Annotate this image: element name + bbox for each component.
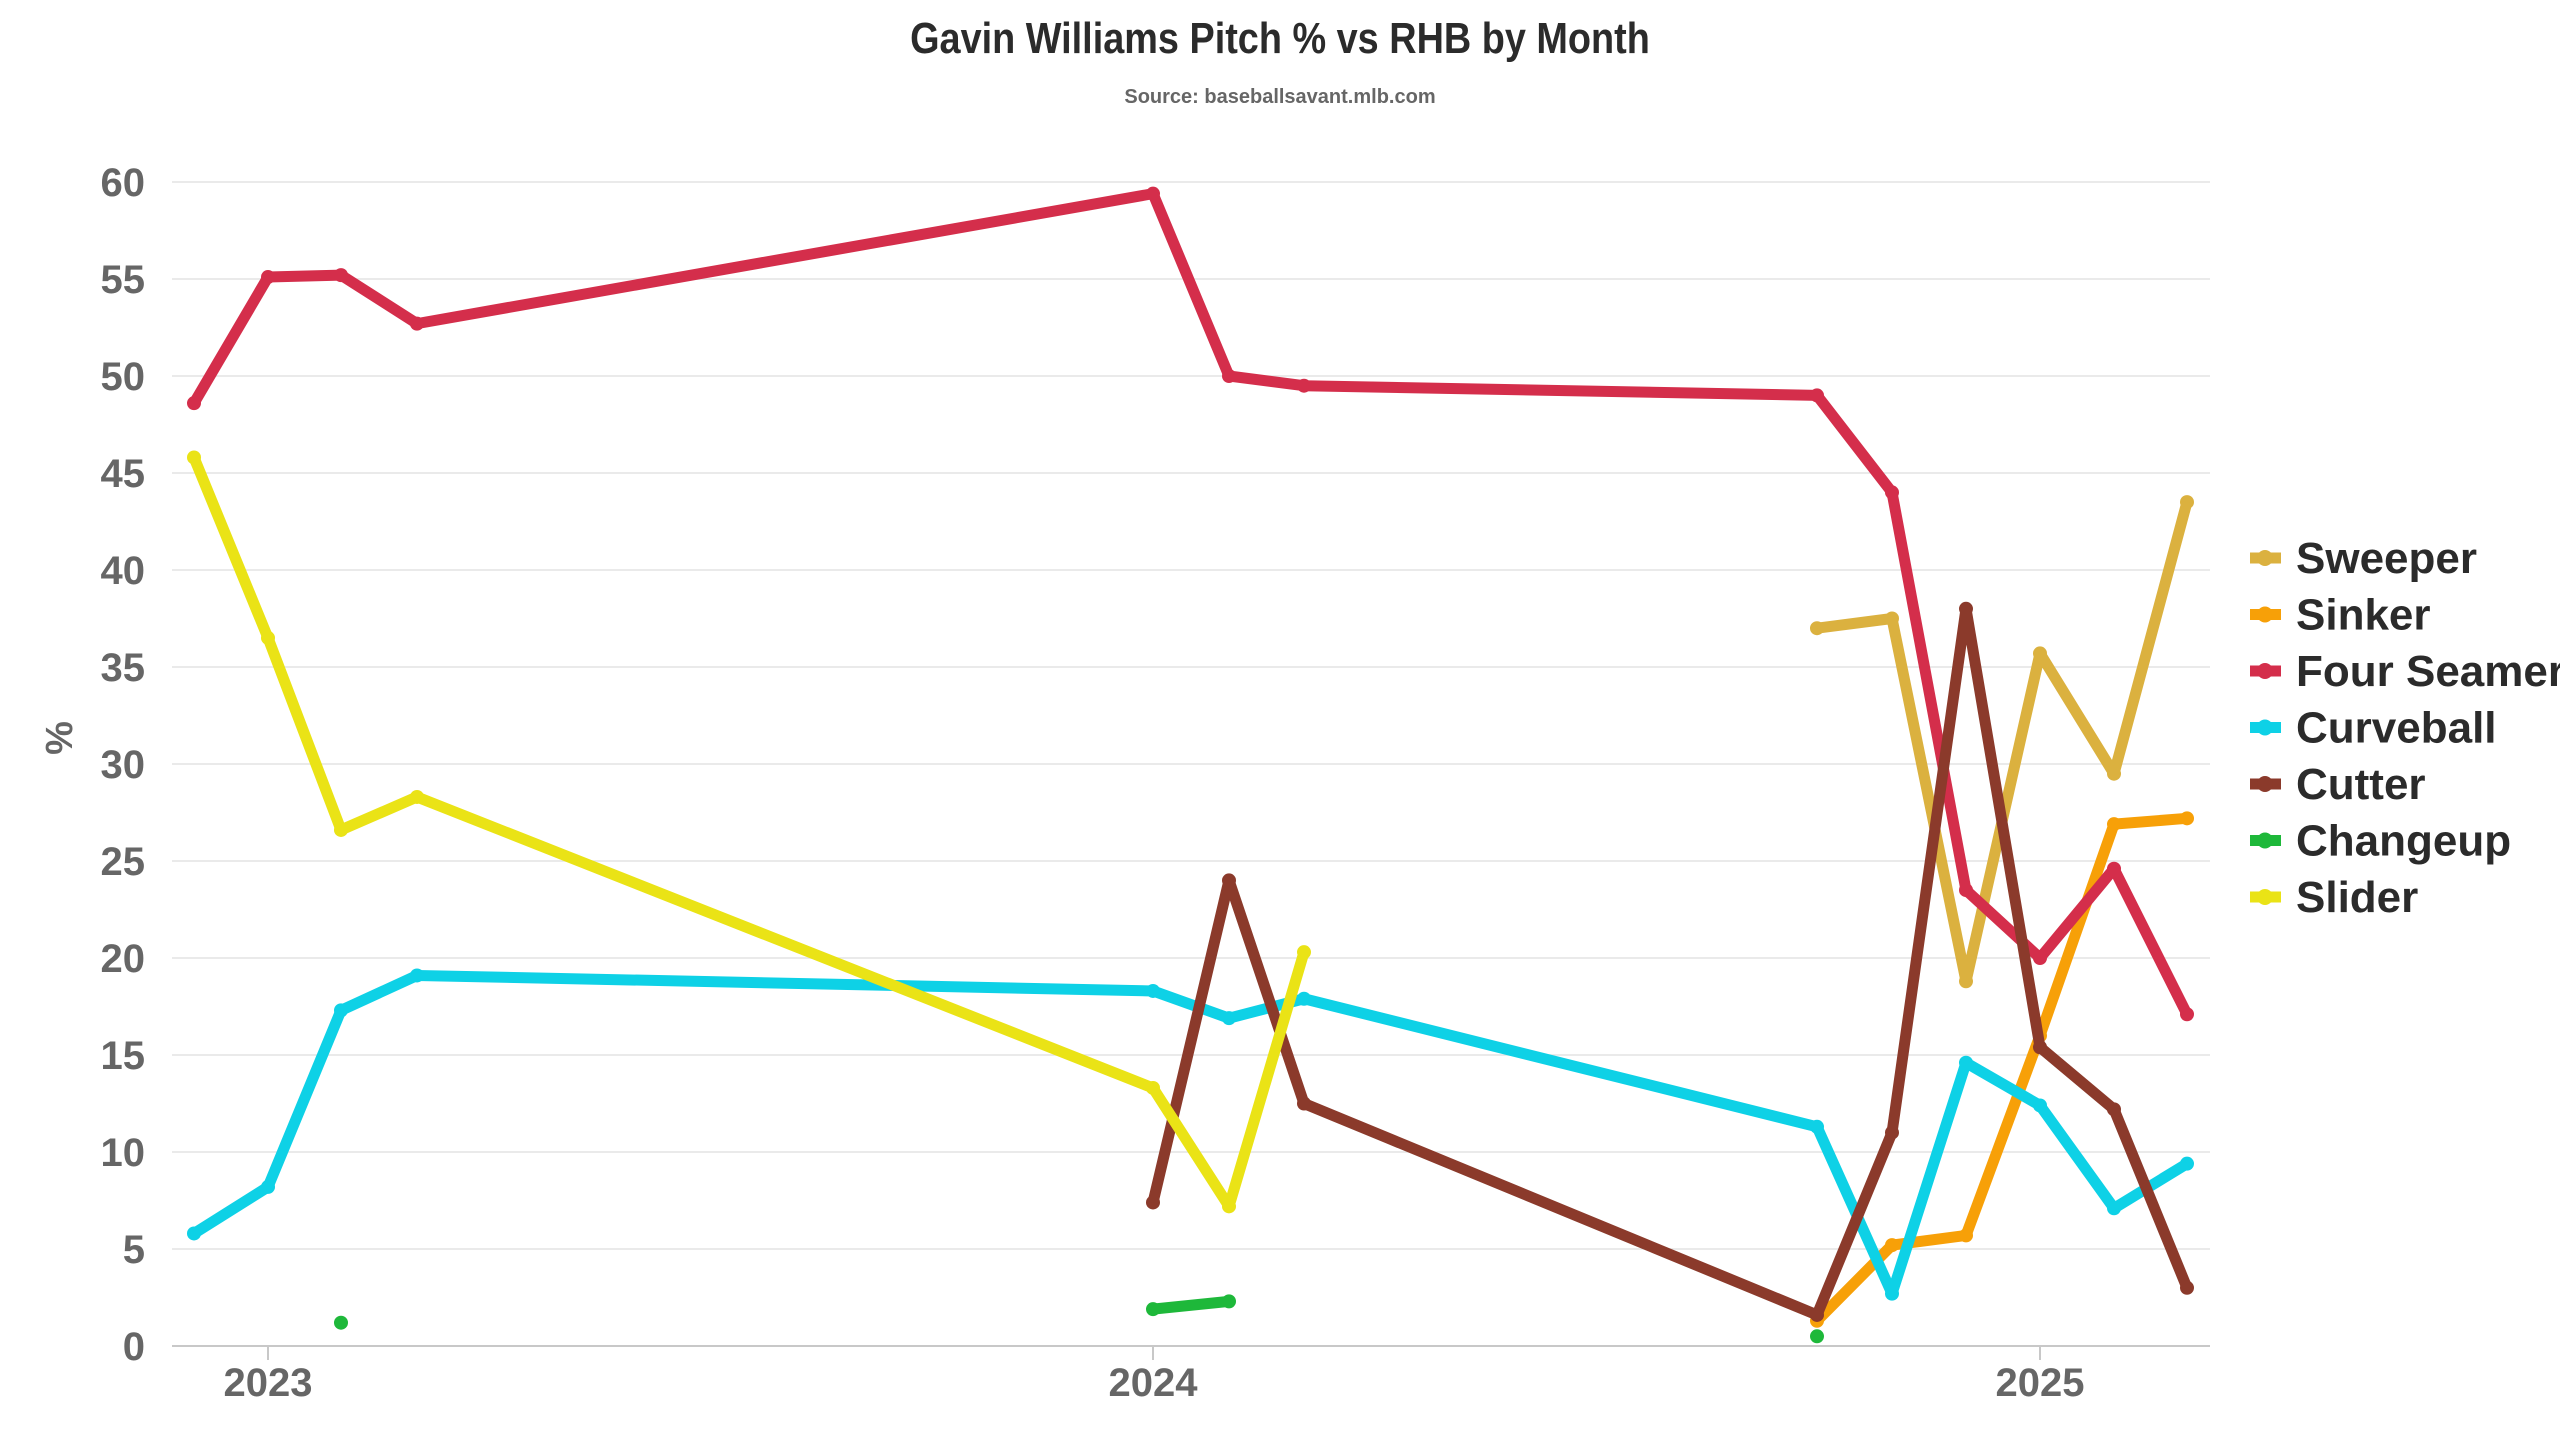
- series-line-four-seamer: [189, 188, 2192, 1017]
- chart-title: Gavin Williams Pitch % vs RHB by Month: [910, 14, 1650, 63]
- y-tick-label: 5: [123, 1228, 145, 1272]
- y-tick-label: 0: [123, 1325, 145, 1369]
- gridlines: [172, 181, 2210, 1347]
- legend-label: Slider: [2296, 873, 2418, 922]
- legend-marker: [2257, 719, 2273, 736]
- legend-label: Sinker: [2296, 591, 2431, 640]
- data-point-changeup: [334, 1315, 348, 1330]
- series-line-cutter: [1147, 603, 2193, 1321]
- legend-marker: [2257, 832, 2273, 849]
- series-lines: [187, 186, 2194, 1344]
- legend-label: Sweeper: [2296, 534, 2477, 583]
- series-cutter: [1146, 601, 2194, 1322]
- series-four-seamer: [187, 186, 2194, 1022]
- y-tick-label: 35: [101, 646, 146, 690]
- legend-label: Cutter: [2296, 760, 2426, 809]
- legend-item-changeup: Changeup: [2250, 817, 2511, 866]
- y-tick-label: 55: [101, 258, 146, 302]
- y-tick-label: 20: [101, 937, 146, 981]
- y-tick-label: 45: [101, 452, 146, 496]
- y-tick-label: 60: [101, 161, 146, 205]
- series-slider: [187, 450, 1311, 1214]
- y-tick-label: 15: [101, 1034, 146, 1078]
- y-tick-label: 40: [101, 549, 146, 593]
- x-tick-label: 2024: [1109, 1361, 1199, 1405]
- y-axis-label: %: [39, 721, 81, 755]
- series-curveball: [187, 968, 2194, 1301]
- legend-marker: [2257, 889, 2273, 905]
- legend-item-curveball: Curveball: [2250, 704, 2497, 753]
- chart-subtitle: Source: baseballsavant.mlb.com: [1124, 86, 1436, 108]
- legend-item-slider: Slider: [2250, 873, 2418, 922]
- x-tick-label: 2023: [224, 1361, 313, 1405]
- legend-label: Changeup: [2296, 817, 2511, 866]
- y-tick-label: 30: [101, 743, 146, 787]
- legend-marker: [2257, 776, 2273, 792]
- x-tick-label: 2025: [1996, 1361, 2085, 1405]
- y-tick-label: 10: [101, 1131, 146, 1175]
- legend-item-sweeper: Sweeper: [2250, 534, 2477, 583]
- legend: Sweeper Sinker Four Seamer Curveball Cutter C…: [2250, 534, 2560, 922]
- legend-label: Four Seamer: [2296, 647, 2560, 696]
- y-tick-label: 25: [101, 840, 146, 884]
- series-changeup: [334, 1294, 1824, 1344]
- data-point-changeup: [1810, 1329, 1824, 1344]
- legend-item-cutter: Cutter: [2250, 760, 2426, 809]
- y-tick-label: 50: [101, 355, 146, 399]
- series-line-changeup: [1152, 1295, 1230, 1315]
- legend-marker: [2257, 606, 2273, 623]
- legend-marker: [2257, 663, 2273, 679]
- legend-item-four-seamer: Four Seamer: [2250, 647, 2560, 696]
- series-line-curveball: [191, 969, 2190, 1300]
- series-line-slider: [188, 455, 1310, 1212]
- legend-marker: [2257, 550, 2273, 566]
- legend-label: Curveball: [2296, 704, 2497, 753]
- legend-item-sinker: Sinker: [2250, 591, 2431, 640]
